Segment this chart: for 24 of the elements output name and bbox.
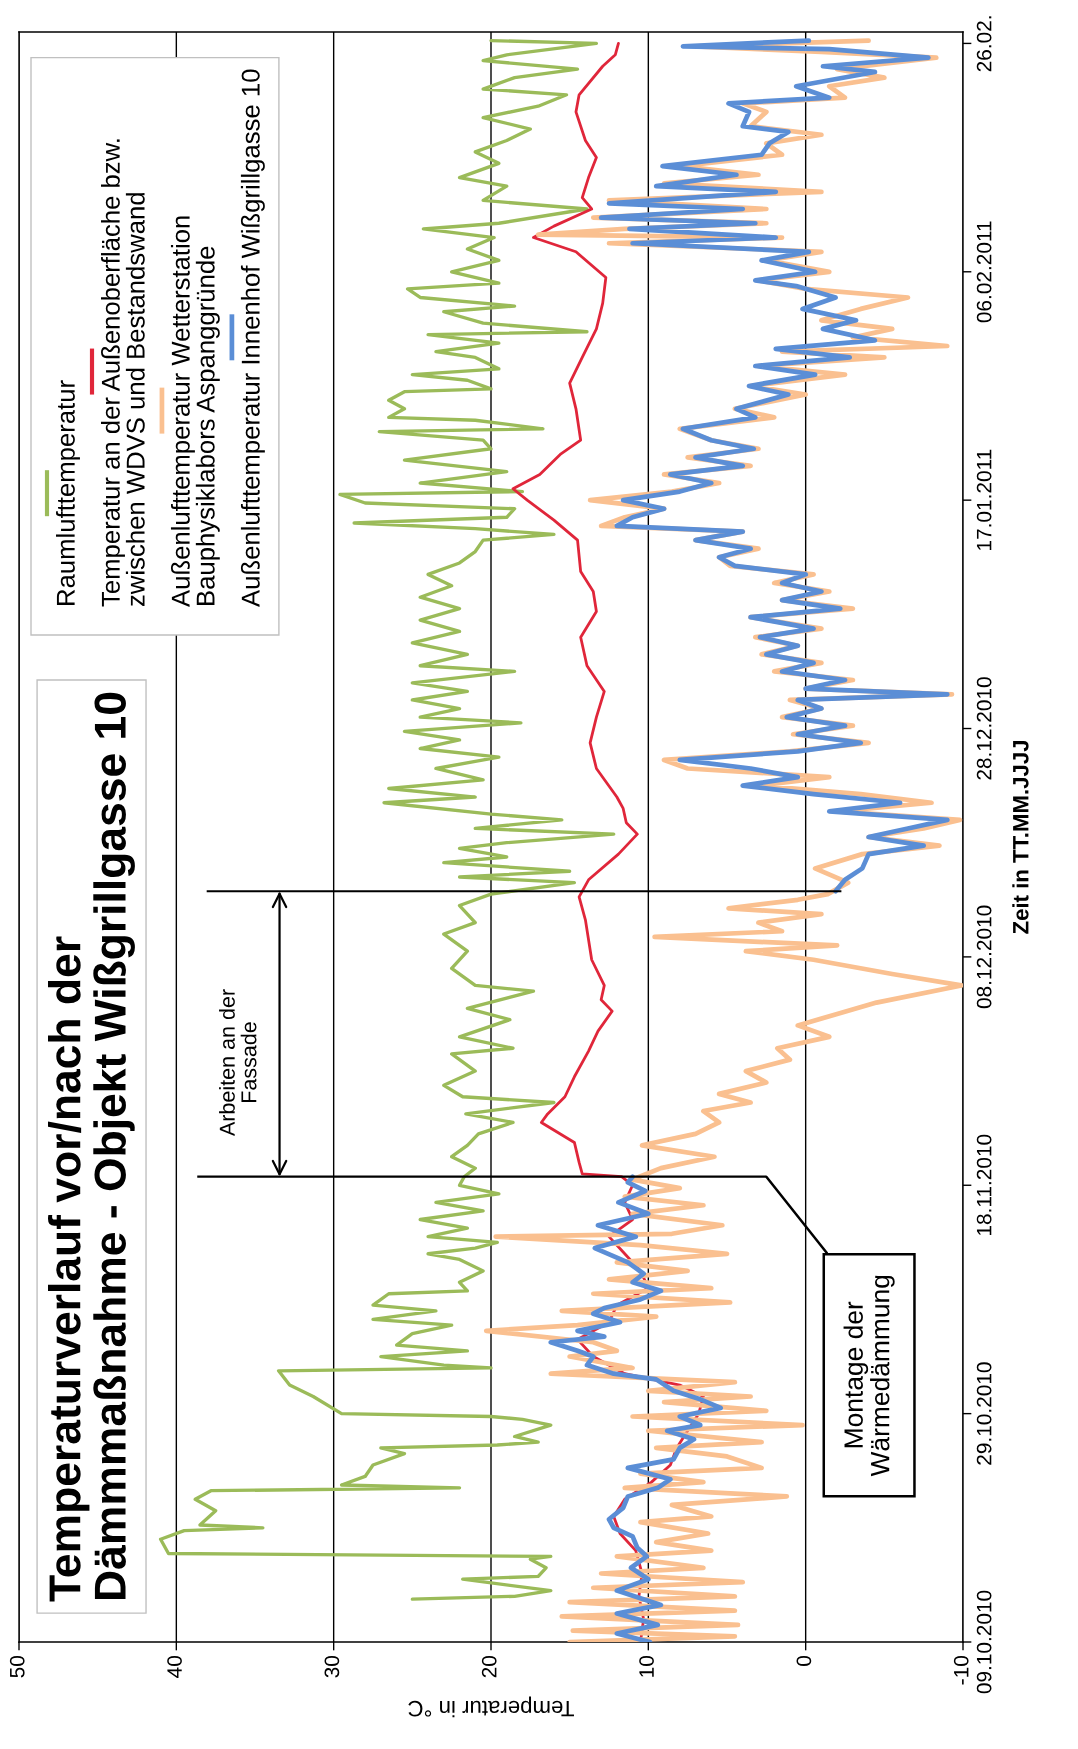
x-tick-label: 50 (9, 1656, 25, 1678)
y-tick-label: 26.02. (976, 16, 992, 72)
x-tick-label: 30 (324, 1656, 340, 1678)
y-tick-label: 08.12.2010 (976, 905, 992, 1009)
annotation: Arbeiten an der Fassade (219, 989, 257, 1137)
text: Temperaturverlauf vor/nach der Dämmmaßnahme - Objekt Wißgrillgasse 10 (48, 692, 135, 1602)
y-tick-label: 18.11.2010 (976, 1134, 992, 1236)
legend-label: Temperatur an der Außenoberfläche bzw. zwischen WDVS und Bestandswand (101, 139, 145, 607)
y-tick-label: 06.02.2011 (976, 221, 992, 323)
legend-label: Raumlufttemperatur (56, 380, 80, 605)
legend-label: Außenlufttemperatur Wetterstation Bauphysiklabors Aspanggründe (170, 216, 220, 607)
x-tick-label: -10 (953, 1656, 969, 1685)
x-tick-label: 20 (481, 1656, 497, 1678)
legend-label: Außenlufttemperatur Innenhof Wißgrillgasse 10 (240, 69, 265, 607)
x-tick-label: 40 (167, 1656, 182, 1678)
y-tick-label: 28.12.2010 (976, 677, 992, 780)
y-tick-label: 09.10.2010 (976, 1590, 992, 1694)
y-tick-label: 29.10.2010 (976, 1362, 992, 1465)
annotation: Montage der Wärmedämmung (843, 1275, 895, 1477)
y-axis-title: Zeit in TT.MM.JJJJ (1012, 740, 1029, 934)
x-tick-label: 0 (796, 1656, 812, 1666)
y-tick-label: 17.01.2011 (976, 449, 992, 550)
x-tick-label: 10 (639, 1656, 654, 1677)
x-axis-title: Temperatur in °C (408, 1696, 574, 1718)
